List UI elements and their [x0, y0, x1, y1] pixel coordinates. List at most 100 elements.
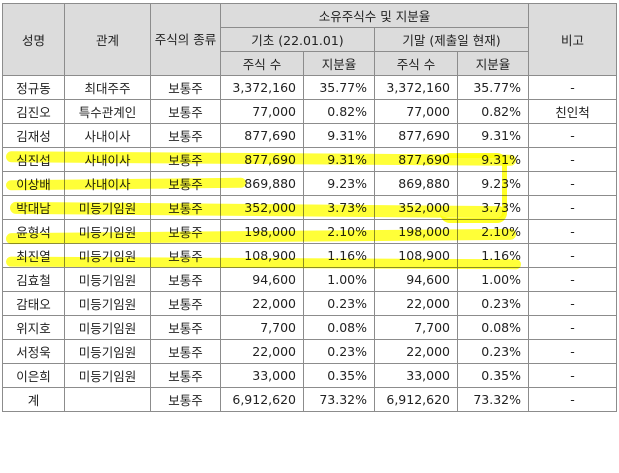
stock-type-cell: 보통주 [150, 363, 221, 388]
end-shares-cell: 22,000 [374, 291, 458, 316]
relation-cell: 미등기임원 [64, 291, 151, 316]
note-cell: - [528, 363, 618, 388]
header-start-ratio: 지분율 [303, 51, 375, 76]
table-row: 정규동 최대주주 보통주 3,372,160 35.77% 3,372,160 35.77%… [2, 75, 618, 100]
start-shares-cell: 94,600 [220, 267, 304, 292]
header-start-period: 기초 (22.01.01) [220, 27, 375, 52]
note-cell: - [528, 123, 618, 148]
relation-cell: 미등기임원 [64, 339, 151, 364]
start-shares-cell: 108,900 [220, 243, 304, 268]
start-ratio-cell: 9.31% [303, 147, 375, 172]
relation-cell: 미등기임원 [64, 363, 151, 388]
end-ratio-cell: 0.82% [456, 99, 530, 124]
name-cell: 김진오 [2, 99, 65, 124]
start-ratio-cell: 1.16% [303, 243, 375, 268]
start-shares-cell: 869,880 [220, 171, 304, 196]
end-shares-cell: 198,000 [374, 219, 458, 244]
header-start-shares: 주식 수 [220, 51, 304, 76]
start-shares-cell: 352,000 [220, 195, 304, 220]
end-ratio-cell: 2.10% [456, 219, 530, 244]
end-ratio-cell: 1.00% [456, 267, 530, 292]
stock-type-cell: 보통주 [150, 315, 221, 340]
start-shares-cell: 198,000 [220, 219, 304, 244]
table-row: 김재성 사내이사 보통주 877,690 9.31% 877,690 9.31% - [2, 123, 618, 148]
end-shares-cell: 7,700 [374, 315, 458, 340]
relation-cell: 최대주주 [64, 75, 151, 100]
table-row: 윤형석 미등기임원 보통주 198,000 2.10% 198,000 2.10% - [2, 219, 618, 244]
table-row: 김진오 특수관계인 보통주 77,000 0.82% 77,000 0.82% 친인척 [2, 99, 618, 124]
start-ratio-cell: 3.73% [303, 195, 375, 220]
total-label: 계 [2, 387, 65, 412]
end-ratio-cell: 0.23% [456, 291, 530, 316]
name-cell: 위지호 [2, 315, 65, 340]
end-shares-cell: 869,880 [374, 171, 458, 196]
start-shares-cell: 22,000 [220, 339, 304, 364]
table-row: 이은희 미등기임원 보통주 33,000 0.35% 33,000 0.35% - [2, 363, 618, 388]
stock-type-cell: 보통주 [150, 267, 221, 292]
start-ratio-cell: 1.00% [303, 267, 375, 292]
end-shares-cell: 94,600 [374, 267, 458, 292]
end-shares-cell: 33,000 [374, 363, 458, 388]
stock-type-cell: 보통주 [150, 171, 221, 196]
end-ratio-cell: 9.31% [456, 147, 530, 172]
table-body: 정규동 최대주주 보통주 3,372,160 35.77% 3,372,160 35.77%… [2, 75, 618, 388]
header-stock-type-label: 주식의 종류 [154, 32, 217, 47]
name-cell: 최진열 [2, 243, 65, 268]
name-cell: 박대남 [2, 195, 65, 220]
start-shares-cell: 3,372,160 [220, 75, 304, 100]
table-row: 위지호 미등기임원 보통주 7,700 0.08% 7,700 0.08% - [2, 315, 618, 340]
total-end-ratio: 73.32% [456, 387, 530, 412]
header-end-period: 기말 (제출일 현재) [373, 27, 530, 52]
end-shares-cell: 877,690 [374, 147, 458, 172]
header-note: 비고 [528, 3, 618, 76]
total-row: 계 보통주 6,912,620 73.32% 6,912,620 73.32% … [2, 387, 618, 412]
note-cell: - [528, 195, 618, 220]
shareholding-table-container: 성명 관계 주식의 종류 소유주식수 및 지분율 비고 기초 (22.01.01… [2, 3, 618, 469]
start-shares-cell: 22,000 [220, 291, 304, 316]
end-shares-cell: 877,690 [374, 123, 458, 148]
end-ratio-cell: 9.23% [456, 171, 530, 196]
note-cell: - [528, 267, 618, 292]
stock-type-cell: 보통주 [150, 99, 221, 124]
start-ratio-cell: 35.77% [303, 75, 375, 100]
name-cell: 김재성 [2, 123, 65, 148]
start-ratio-cell: 9.23% [303, 171, 375, 196]
end-shares-cell: 22,000 [374, 339, 458, 364]
header-holdings: 소유주식수 및 지분율 [219, 3, 530, 28]
header-end-ratio: 지분율 [456, 51, 530, 76]
relation-cell: 미등기임원 [64, 219, 151, 244]
start-shares-cell: 33,000 [220, 363, 304, 388]
table-row: 감태오 미등기임원 보통주 22,000 0.23% 22,000 0.23% - [2, 291, 618, 316]
stock-type-cell: 보통주 [150, 123, 221, 148]
stock-type-cell: 보통주 [150, 339, 221, 364]
start-ratio-cell: 0.23% [303, 339, 375, 364]
stock-type-cell: 보통주 [150, 291, 221, 316]
total-start-ratio: 73.32% [303, 387, 375, 412]
end-ratio-cell: 1.16% [456, 243, 530, 268]
note-cell: - [528, 315, 618, 340]
total-relation-empty [64, 387, 151, 412]
end-shares-cell: 3,372,160 [374, 75, 458, 100]
relation-cell: 미등기임원 [64, 315, 151, 340]
start-ratio-cell: 2.10% [303, 219, 375, 244]
table-row: 최진열 미등기임원 보통주 108,900 1.16% 108,900 1.16% - [2, 243, 618, 268]
table-row: 이상배 사내이사 보통주 869,880 9.23% 869,880 9.23% - [2, 171, 618, 196]
name-cell: 이상배 [2, 171, 65, 196]
end-ratio-cell: 3.73% [456, 195, 530, 220]
shareholding-table: 성명 관계 주식의 종류 소유주식수 및 지분율 비고 기초 (22.01.01… [2, 3, 618, 412]
end-shares-cell: 108,900 [374, 243, 458, 268]
note-cell: - [528, 171, 618, 196]
total-note: - [528, 387, 618, 412]
total-end-shares: 6,912,620 [374, 387, 458, 412]
relation-cell: 미등기임원 [64, 267, 151, 292]
end-ratio-cell: 0.35% [456, 363, 530, 388]
start-shares-cell: 877,690 [220, 147, 304, 172]
relation-cell: 사내이사 [64, 171, 151, 196]
note-cell: 친인척 [528, 99, 618, 124]
stock-type-cell: 보통주 [150, 195, 221, 220]
name-cell: 윤형석 [2, 219, 65, 244]
start-ratio-cell: 0.82% [303, 99, 375, 124]
note-cell: - [528, 339, 618, 364]
start-ratio-cell: 0.23% [303, 291, 375, 316]
total-type: 보통주 [150, 387, 221, 412]
